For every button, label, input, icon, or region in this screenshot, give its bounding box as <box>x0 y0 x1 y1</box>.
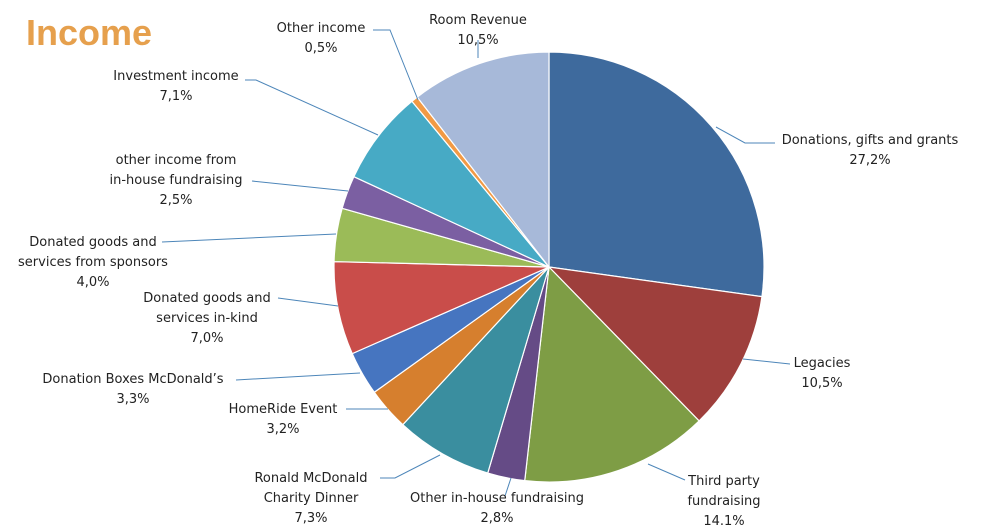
pie-slice <box>416 51 550 269</box>
leader-line <box>380 454 441 479</box>
slice-label: Investment income 7,1% <box>113 69 238 104</box>
pie-slice <box>524 265 700 483</box>
slice-label: Ronald McDonald Charity Dinner 7,3% <box>254 471 367 526</box>
slice-label: Donation Boxes McDonald’s 3,3% <box>42 372 223 407</box>
leader-line <box>251 180 349 192</box>
slice-label: other income from in-house fundraising 2,5… <box>110 153 243 208</box>
leader-line <box>715 126 775 144</box>
leader-line <box>504 477 512 497</box>
pie-slice <box>401 266 550 474</box>
pie-slice <box>547 266 763 422</box>
slice-label: Other income 0,5% <box>277 21 366 56</box>
slice-label: Donated goods and services from sponsors 4… <box>18 235 168 290</box>
leader-line <box>235 372 361 381</box>
leader-line <box>647 463 686 481</box>
leader-line <box>373 29 419 101</box>
slice-label: Room Revenue 10,5% <box>429 13 527 48</box>
slice-label: Legacies 10,5% <box>794 356 851 391</box>
chart-title: Income <box>26 12 153 53</box>
leader-line <box>277 297 339 307</box>
slice-label: Donated goods and services in-kind 7,0% <box>143 291 270 346</box>
leader-line <box>742 358 791 365</box>
slice-label: Other in-house fundraising 2,8% <box>410 491 584 526</box>
leader-line <box>245 79 379 136</box>
slice-label: Donations, gifts and grants 27,2% <box>782 133 959 168</box>
slice-label: HomeRide Event 3,2% <box>229 402 338 437</box>
leader-line <box>161 233 337 243</box>
slice-label: Third party fundraising 14.1% <box>687 474 760 528</box>
pie-slice <box>548 51 765 298</box>
